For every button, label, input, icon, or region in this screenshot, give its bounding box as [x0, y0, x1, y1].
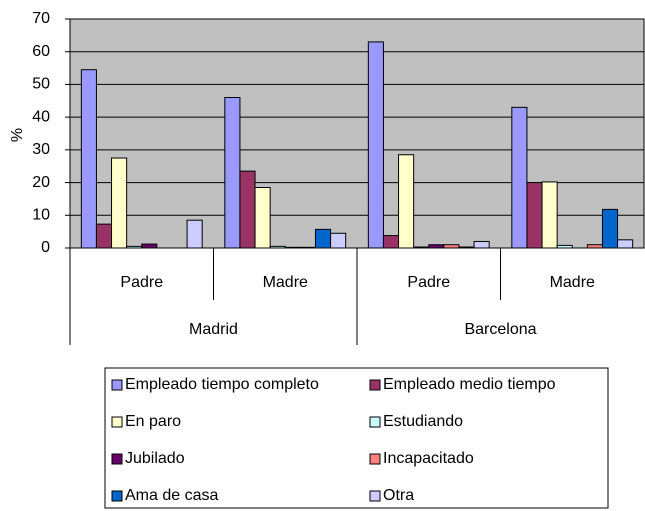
bar — [382, 235, 400, 249]
y-tick-label: 10 — [32, 207, 50, 224]
bar — [239, 170, 256, 249]
bar — [330, 232, 347, 249]
legend-label: Empleado medio tiempo — [383, 376, 556, 393]
bar — [269, 245, 286, 249]
bar — [398, 154, 415, 249]
legend-swatch — [369, 416, 381, 428]
bar — [254, 186, 271, 249]
group-label: Madrid — [189, 321, 238, 338]
legend-label: Estudiando — [383, 413, 463, 430]
legend-swatch — [369, 490, 381, 502]
plot-area — [70, 19, 644, 248]
y-tick-label: 40 — [32, 108, 50, 125]
bar — [586, 244, 603, 249]
bar — [95, 223, 113, 249]
bar — [314, 228, 332, 249]
x-tick-label: Madre — [550, 274, 595, 291]
legend-label: Otra — [383, 487, 414, 504]
y-tick-label: 20 — [32, 174, 50, 191]
bar — [556, 244, 573, 249]
bar — [186, 219, 203, 249]
bar — [111, 157, 128, 249]
legend-swatch — [111, 379, 123, 391]
y-tick-label: 0 — [41, 239, 50, 256]
bar — [413, 246, 430, 249]
group-label: Barcelona — [464, 321, 536, 338]
bar — [299, 246, 316, 249]
bar — [601, 208, 619, 249]
bar — [617, 239, 634, 249]
legend-label: Incapacitado — [383, 450, 474, 467]
bar — [367, 41, 384, 249]
legend-swatch — [111, 416, 123, 428]
bar — [126, 245, 143, 249]
legend-label: Empleado tiempo completo — [125, 376, 319, 393]
y-tick-label: 30 — [32, 141, 50, 158]
bar — [141, 243, 158, 249]
legend-swatch — [111, 490, 123, 502]
legend-swatch — [369, 379, 381, 391]
bar — [428, 244, 445, 249]
y-axis-label: % — [9, 128, 26, 142]
x-tick-label: Madre — [263, 274, 308, 291]
bar — [224, 97, 241, 249]
bar — [284, 246, 301, 249]
legend-label: Jubilado — [125, 450, 185, 467]
legend-box — [104, 367, 609, 509]
bar — [80, 69, 97, 249]
legend-label: En paro — [125, 413, 181, 430]
bar — [526, 182, 543, 249]
bar — [443, 244, 460, 249]
x-tick-label: Padre — [120, 274, 163, 291]
bar — [541, 181, 558, 249]
legend-swatch — [369, 453, 381, 465]
legend-label: Ama de casa — [125, 487, 218, 504]
bar — [458, 246, 475, 249]
legend-swatch — [111, 453, 123, 465]
y-tick-label: 70 — [32, 10, 50, 27]
x-tick-label: Padre — [407, 274, 450, 291]
y-tick-label: 60 — [32, 43, 50, 60]
bar — [473, 240, 490, 249]
y-tick-label: 50 — [32, 76, 50, 93]
bar — [511, 106, 528, 249]
